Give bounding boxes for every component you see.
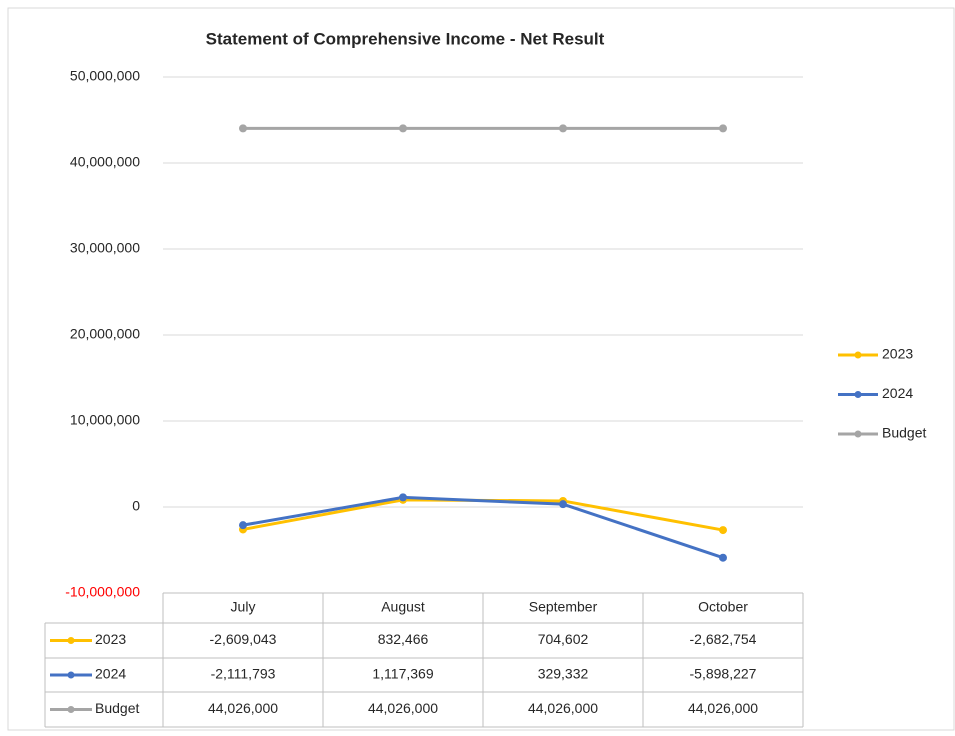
table-value: -2,682,754 — [690, 631, 757, 647]
marker — [399, 124, 407, 133]
marker — [239, 521, 247, 530]
y-tick-label: 10,000,000 — [70, 412, 140, 428]
table-value: 704,602 — [538, 631, 589, 647]
y-tick-label: 50,000,000 — [70, 68, 140, 84]
legend-marker — [854, 430, 862, 438]
legend-label: 2024 — [882, 385, 913, 401]
marker — [399, 493, 407, 502]
x-tick-label: October — [698, 599, 748, 615]
chart-frame — [7, 7, 955, 731]
chart-title: Statement of Comprehensive Income - Net … — [206, 29, 605, 48]
x-tick-label: July — [231, 599, 256, 615]
y-tick-label: -10,000,000 — [65, 584, 140, 600]
table-value: 832,466 — [378, 631, 429, 647]
table-key-marker — [67, 706, 75, 713]
table-key-marker — [67, 671, 75, 679]
y-tick-label: 20,000,000 — [70, 326, 140, 342]
legend-marker — [854, 351, 862, 359]
legend-marker — [854, 391, 862, 398]
y-tick-label: 30,000,000 — [70, 240, 140, 256]
table-value: 44,026,000 — [688, 700, 758, 716]
table-value: 44,026,000 — [528, 700, 598, 716]
x-tick-label: September — [529, 599, 598, 615]
marker — [559, 500, 567, 509]
table-key-marker — [67, 637, 75, 644]
y-tick-label: 40,000,000 — [70, 154, 140, 170]
marker — [239, 124, 247, 133]
marker — [719, 526, 727, 535]
marker — [719, 553, 727, 562]
table-value: -5,898,227 — [690, 666, 757, 682]
table-value: 329,332 — [538, 666, 589, 682]
table-value: 44,026,000 — [368, 700, 438, 716]
x-tick-label: August — [381, 599, 425, 615]
table-row-label: 2024 — [95, 666, 126, 682]
table-value: 44,026,000 — [208, 700, 278, 716]
y-tick-label: 0 — [132, 498, 140, 514]
table-value: 1,117,369 — [372, 666, 433, 682]
marker — [719, 124, 727, 133]
table-row-label: 2023 — [95, 631, 126, 647]
legend-label: Budget — [882, 425, 926, 441]
table-value: -2,609,043 — [210, 631, 277, 647]
marker — [559, 124, 567, 133]
legend-label: 2023 — [882, 346, 913, 362]
table-value: -2,111,793 — [211, 666, 276, 682]
table-row-label: Budget — [95, 700, 139, 716]
series-line — [242, 495, 724, 560]
